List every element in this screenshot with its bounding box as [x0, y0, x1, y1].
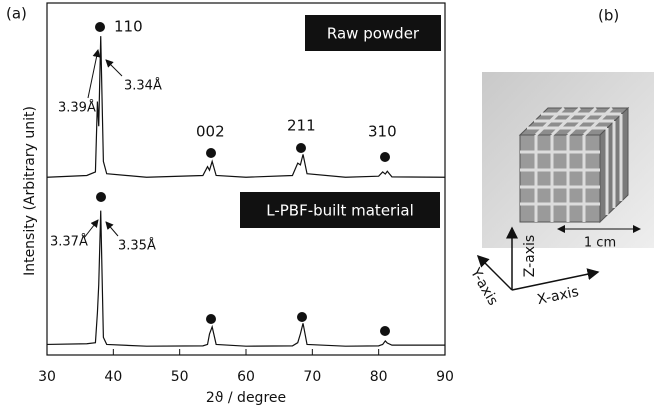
- panel-label: (a): [6, 5, 27, 23]
- peak-marker: [206, 148, 216, 158]
- annotation: 3.37Å: [50, 234, 88, 250]
- annotation: 310: [368, 123, 397, 141]
- x-tick-label: 40: [104, 369, 122, 385]
- legend-label: Raw powder: [327, 25, 420, 43]
- photo: [478, 72, 654, 290]
- annotation: 002: [196, 123, 225, 141]
- axis-name: X-axis: [536, 284, 580, 308]
- peak-marker: [95, 22, 105, 32]
- figure: (a) (b) 30 40 50 60 70 80 90 2ϑ / degree Intensity…: [0, 0, 657, 410]
- x-tick-label: 30: [38, 369, 56, 385]
- annotation-arrow: [106, 60, 122, 76]
- x-tick-label: 60: [237, 369, 255, 385]
- annotation-arrow: [88, 50, 98, 98]
- axis-name: Z-axis: [522, 235, 538, 277]
- x-tick-label: 80: [370, 369, 388, 385]
- peak-marker: [96, 192, 106, 202]
- peak-marker: [297, 312, 307, 322]
- x-axis-label: 2ϑ / degree: [206, 390, 286, 406]
- annotation: 3.39Å: [58, 100, 96, 116]
- scale-label: 1 cm: [584, 236, 616, 251]
- panel-label: (b): [598, 7, 619, 25]
- annotation: 3.34Å: [124, 78, 162, 94]
- spectrum-line: [47, 211, 445, 347]
- peak-marker: [296, 143, 306, 153]
- peak-marker: [206, 314, 216, 324]
- peak-marker: [380, 326, 390, 336]
- x-tick-label: 90: [436, 369, 454, 385]
- annotation: 110: [114, 18, 143, 36]
- x-tick-label: 50: [171, 369, 189, 385]
- x-tick-label: 70: [303, 369, 321, 385]
- annotation: 3.35Å: [118, 238, 156, 254]
- y-axis-label: Intensity (Arbitrary unit): [22, 106, 38, 276]
- annotation: 211: [287, 117, 316, 135]
- plot-frame: [47, 3, 445, 355]
- axis-name: Y-axis: [467, 265, 501, 309]
- annotation-arrow: [84, 220, 98, 238]
- peak-marker: [380, 152, 390, 162]
- annotation-arrow: [106, 222, 118, 236]
- legend-label: L-PBF-built material: [266, 202, 414, 220]
